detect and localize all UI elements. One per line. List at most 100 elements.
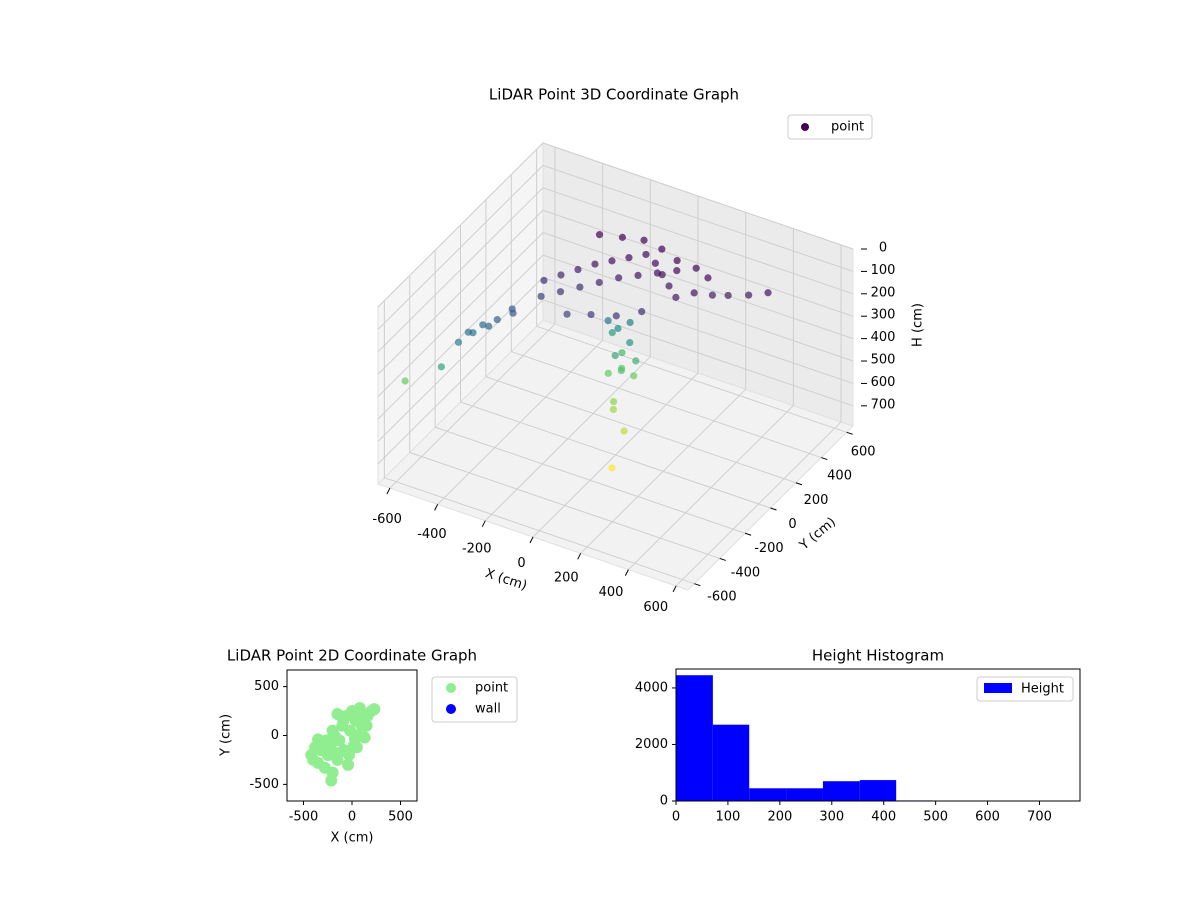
z-tick-label: 400 [871,330,896,345]
y-tick [821,457,828,461]
point [673,256,681,265]
chart-title: LiDAR Point 2D Coordinate Graph [227,647,477,665]
legend-box [787,114,873,140]
x-tick-label: 0 [348,810,356,825]
x-axis-label: X (cm) [331,831,374,846]
point [618,364,626,372]
legend-marker [984,683,1012,693]
point [618,233,627,241]
grid-line [437,163,604,505]
x-tick-label: 100 [716,810,741,825]
grid-line [580,212,747,554]
point [673,267,681,275]
point [640,236,648,244]
point [672,293,680,301]
legend-marker [446,704,456,714]
bar [712,724,750,801]
point [609,397,618,406]
grid-line [675,244,842,587]
point [626,318,634,327]
grid-line [628,228,794,570]
grid-line [536,149,847,433]
y-tick-label: 500 [254,679,279,694]
point [325,774,338,787]
z-tick-label: 600 [871,375,896,390]
grid-line [377,254,854,420]
point [704,274,712,282]
grid-line [434,250,746,534]
grid-line [383,300,695,585]
point [611,351,619,360]
point [764,289,772,297]
bar [822,781,860,801]
point [493,316,501,324]
point [342,758,355,771]
point [326,724,339,737]
y-tick [770,507,777,511]
point [343,749,356,762]
axes-frame [675,668,1081,802]
point [508,305,516,313]
point [537,292,545,300]
grid-line [377,209,854,375]
x-tick-label: 500 [923,810,948,825]
legend-marker [801,123,809,131]
point [307,753,320,766]
point [665,282,673,290]
point [454,338,463,346]
point [642,250,650,259]
grid-line [460,225,771,509]
point [653,269,662,277]
point [626,338,634,347]
point [331,707,344,720]
point [358,731,371,744]
x-tick [529,536,534,544]
x-tick-label: 400 [599,585,624,600]
point [609,405,618,414]
y-tick-label: 0 [660,794,668,809]
point [353,702,366,715]
legend-marker [446,683,456,693]
x-tick [434,504,439,511]
point [574,265,582,274]
point [312,733,325,746]
point [479,321,487,329]
point [368,703,381,716]
y-tick-label: 400 [827,469,852,484]
x-tick-label: 200 [554,571,579,586]
bar [676,675,713,801]
grid-line [532,196,699,538]
chart-title: LiDAR Point 3D Coordinate Graph [489,86,739,104]
x-tick-label: 600 [643,600,668,615]
point [608,464,616,472]
point [591,260,599,268]
x-tick-label: 300 [819,810,844,825]
x-tick-label: 400 [871,810,896,825]
point [485,322,493,330]
z-tick-label: 100 [871,263,896,278]
z-axis-label: H (cm) [911,303,926,347]
point [692,264,700,272]
point [745,291,753,299]
grid-line [389,147,556,489]
z-tick-label: 0 [879,241,887,256]
grid-line [377,142,854,308]
grid-line [409,275,720,559]
legend-label: Height [1021,682,1064,697]
point [724,291,732,300]
point [612,312,620,320]
point [630,372,638,380]
legend-label: point [475,681,508,696]
point [634,271,642,280]
chart-title: Height Histogram [812,647,944,665]
y-tick-label: 0 [271,728,279,743]
z-tick-label: 500 [871,353,896,368]
x-tick [386,487,391,495]
y-tick [719,557,726,561]
y-tick-label: 0 [788,517,796,532]
y-tick-label: 2000 [635,737,668,752]
point [333,734,346,747]
point [608,257,616,265]
y-axis-label: Y (cm) [219,714,234,757]
